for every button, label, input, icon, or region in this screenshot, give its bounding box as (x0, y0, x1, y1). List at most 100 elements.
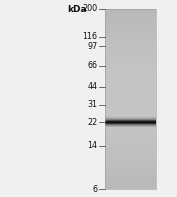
Bar (105, 102, 156, 103)
Bar (105, 93, 156, 94)
Bar (105, 78, 156, 79)
Bar (105, 46, 156, 47)
Bar (105, 127, 156, 128)
Bar (105, 153, 156, 154)
Bar (105, 138, 156, 139)
Bar (105, 60, 156, 61)
Bar (105, 139, 156, 140)
Bar (105, 26, 156, 27)
Bar (105, 136, 156, 137)
Bar (105, 82, 156, 83)
Bar (105, 104, 156, 105)
Bar (105, 151, 156, 152)
Bar (105, 119, 156, 120)
Bar (105, 45, 156, 46)
Bar (105, 41, 156, 42)
Bar (105, 108, 156, 109)
Bar (105, 124, 156, 125)
Bar (105, 173, 156, 174)
Bar (105, 135, 156, 136)
Bar (105, 63, 156, 64)
Bar (105, 78, 156, 79)
Bar (105, 42, 156, 43)
Bar (105, 99, 156, 100)
Bar (105, 57, 156, 58)
Bar (105, 34, 156, 35)
Bar (105, 121, 156, 122)
Bar (105, 49, 156, 50)
Bar (105, 24, 156, 25)
Bar (105, 181, 156, 182)
Bar (105, 162, 156, 163)
Bar (105, 77, 156, 78)
Bar (105, 59, 156, 60)
Bar (105, 42, 156, 43)
Bar (105, 23, 156, 24)
Bar (105, 168, 156, 169)
Bar (105, 130, 156, 131)
Bar (105, 37, 156, 38)
Bar (105, 29, 156, 30)
Bar (105, 81, 156, 82)
Bar (105, 118, 156, 119)
Bar (105, 62, 156, 63)
Text: kDa: kDa (67, 5, 87, 14)
Bar (105, 68, 156, 69)
Bar (105, 44, 156, 45)
Bar (105, 28, 156, 29)
Bar (105, 119, 156, 120)
Bar (105, 184, 156, 185)
Bar (105, 169, 156, 170)
Bar (105, 53, 156, 54)
Bar (105, 9, 156, 10)
Bar (105, 129, 156, 130)
Bar (105, 163, 156, 164)
Bar (105, 84, 156, 85)
Bar (105, 144, 156, 145)
Bar (105, 161, 156, 162)
Bar (105, 13, 156, 14)
Bar (105, 58, 156, 59)
Bar (105, 55, 156, 56)
Bar (105, 11, 156, 12)
Bar (105, 39, 156, 40)
Bar (105, 157, 156, 158)
Bar (105, 57, 156, 58)
Bar (105, 168, 156, 169)
Bar (105, 158, 156, 159)
Text: 66: 66 (87, 61, 97, 70)
Bar (105, 161, 156, 162)
Bar (105, 178, 156, 179)
Bar (105, 22, 156, 23)
Bar (105, 30, 156, 31)
Bar (105, 52, 156, 53)
Bar (105, 54, 156, 55)
Bar (105, 120, 156, 121)
Bar (105, 10, 156, 11)
Bar (105, 83, 156, 84)
Bar (105, 152, 156, 153)
Bar (105, 54, 156, 55)
Bar (105, 123, 156, 124)
Bar (105, 123, 156, 124)
Bar (105, 80, 156, 81)
Bar (105, 155, 156, 156)
Bar (105, 93, 156, 94)
Bar (105, 30, 156, 31)
Bar (105, 143, 156, 144)
Bar (105, 22, 156, 23)
Bar (105, 182, 156, 183)
Bar (105, 117, 156, 118)
Bar (105, 124, 156, 125)
Text: 6: 6 (92, 185, 97, 194)
Bar (105, 34, 156, 35)
Bar (105, 124, 156, 125)
Bar (105, 85, 156, 86)
Bar (105, 102, 156, 103)
Bar (105, 137, 156, 138)
Bar (105, 27, 156, 28)
Bar (105, 148, 156, 149)
Bar (105, 20, 156, 21)
Text: 14: 14 (87, 141, 97, 150)
Text: 44: 44 (87, 82, 97, 91)
